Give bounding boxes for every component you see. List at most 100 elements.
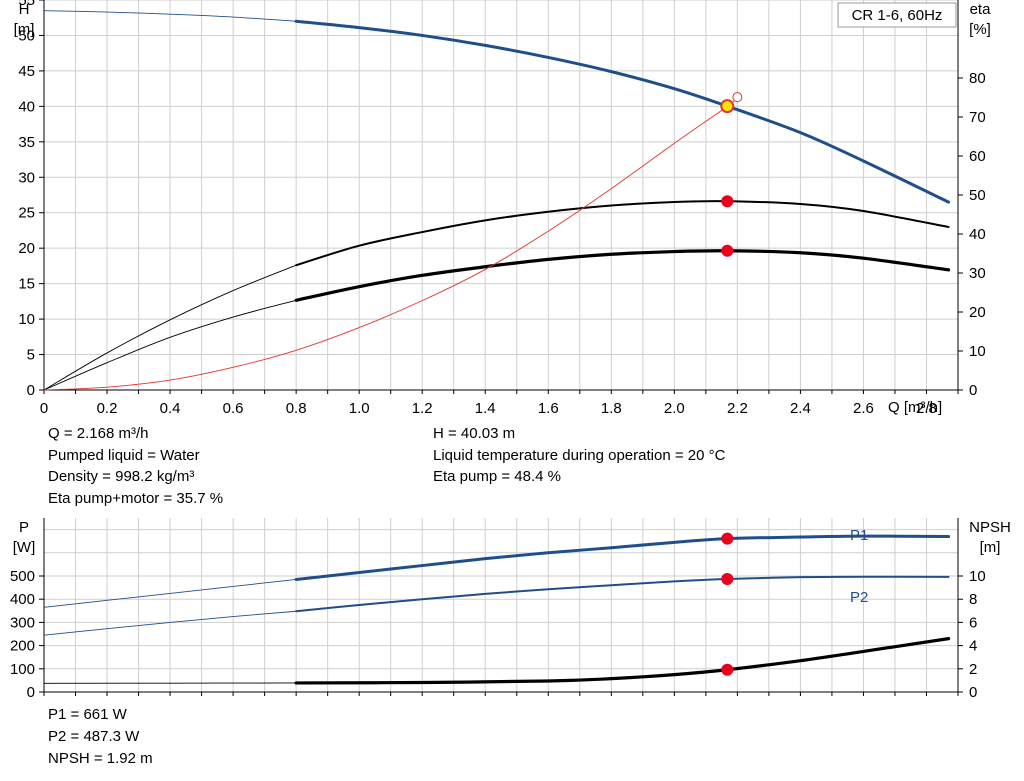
operating-point-marker-2 (721, 244, 734, 257)
x-tick-label: 2.8 (916, 400, 937, 417)
right-tick-label: 8 (969, 591, 977, 608)
x-axis-label: Q [m³/h] (888, 399, 942, 416)
bottom-markers (721, 532, 734, 676)
right-tick-label: 10 (969, 568, 986, 585)
series-line-2-extrapolated (43, 299, 297, 391)
top-chart: 0 5 10 15 20 25 30 35 40 45 50 55 0 10 20 30 40 50 60 70 80 0… (14, 0, 991, 417)
left-tick-label: 0 (27, 382, 35, 399)
left-tick-label: 45 (18, 63, 35, 80)
x-tick-label: 0 (40, 400, 48, 417)
right-tick-label: 2 (969, 661, 977, 678)
x-tick-label: 1.8 (601, 400, 622, 417)
x-tick-label: 0.4 (160, 400, 181, 417)
right-tick-label: 20 (969, 304, 986, 321)
top-plot-area (44, 0, 958, 390)
right-tick-label: 6 (969, 614, 977, 631)
series-line-0 (294, 534, 951, 581)
x-tick-label: 1.6 (538, 400, 559, 417)
bottom-plot-area (44, 518, 958, 692)
series-line-1-extrapolated (43, 264, 297, 391)
left-tick-label: 300 (10, 614, 35, 631)
operating-point-marker-1 (721, 195, 734, 208)
series-line-1 (295, 575, 950, 613)
left-tick-label: 200 (10, 638, 35, 655)
left-tick-label: 50 (18, 27, 35, 44)
info-bottom: P1 = 661 W P2 = 487.3 W NPSH = 1.92 m (48, 704, 153, 770)
top-right-axis-label-2: [%] (969, 21, 991, 38)
series-label-p2: P2 (850, 589, 868, 606)
x-tick-label: 2.2 (727, 400, 748, 417)
left-tick-label: 25 (18, 205, 35, 222)
x-tick-label: 1.2 (412, 400, 433, 417)
right-tick-label: 10 (969, 343, 986, 360)
x-tick-label: 1.4 (475, 400, 496, 417)
bottom-left-axis-label-2: [W] (13, 539, 36, 556)
marker-open-3 (732, 92, 743, 103)
bottom-series (43, 534, 951, 685)
info-col-2: H = 40.03 m Liquid temperature during op… (433, 423, 725, 488)
left-tick-label: 500 (10, 568, 35, 585)
bottom-grid (44, 518, 958, 692)
x-tick-label: 2.4 (790, 400, 811, 417)
series-line-0 (294, 19, 951, 204)
top-left-axis-label-2: [m] (14, 21, 35, 38)
operating-point-marker-0 (720, 99, 735, 114)
x-tick-label: 1.0 (349, 400, 370, 417)
info-eta-pump-motor: Eta pump+motor = 35.7 % (48, 489, 224, 507)
right-tick-label: 80 (969, 70, 986, 87)
top-left-axis-label-1: H (19, 1, 30, 18)
left-tick-label: 35 (18, 134, 35, 151)
series-line-3 (43, 96, 738, 391)
left-tick-label: 40 (18, 98, 35, 115)
top-axes: 0 5 10 15 20 25 30 35 40 45 50 55 0 10 20 30 40 50 60 70 80 0… (18, 0, 986, 417)
top-grid (44, 0, 958, 390)
operating-point-marker-0 (721, 532, 734, 545)
right-tick-label: 50 (969, 187, 986, 204)
series-line-1 (295, 200, 950, 267)
x-tick-label: 2.6 (853, 400, 874, 417)
x-tick-label: 0.8 (286, 400, 307, 417)
info-col-1: Q = 2.168 m³/h Pumped liquid = Water Den… (48, 423, 223, 509)
top-title-box: CR 1-6, 60Hz (837, 2, 957, 28)
series-line-2 (294, 637, 951, 685)
info-density: Density = 998.2 kg/m³ (48, 468, 195, 485)
info-p1: P1 = 661 W (48, 706, 127, 723)
info-liquid-temperature: Liquid temperature during operation = 20… (433, 446, 726, 464)
series-label-p1: P1 (850, 527, 868, 544)
info-pumped-liquid: Pumped liquid = Water (48, 446, 200, 464)
left-tick-label: 100 (10, 661, 35, 678)
title-box (837, 2, 957, 28)
left-tick-label: 0 (27, 684, 35, 701)
x-tick-label: 0.6 (223, 400, 244, 417)
operating-point-marker-1 (721, 572, 734, 585)
x-tick-label: 2.0 (664, 400, 685, 417)
info-head: H = 40.03 m (433, 425, 516, 442)
right-tick-label: 0 (969, 382, 977, 399)
left-tick-label: 400 (10, 591, 35, 608)
info-p2: P2 = 487.3 W (48, 728, 140, 745)
right-tick-label: 4 (969, 638, 977, 655)
operating-point-marker-2 (721, 663, 734, 676)
bottom-axes: 0 100 200 300 400 500 0 2 4 6 8 10 (10, 518, 986, 701)
left-tick-label: 5 (27, 347, 35, 364)
bottom-right-axis-label-1: NPSH (969, 519, 1011, 536)
info-flow: Q = 2.168 m³/h (48, 425, 149, 442)
left-tick-label: 10 (18, 311, 35, 328)
chart-title: CR 1-6, 60Hz (852, 7, 943, 24)
right-tick-label: 60 (969, 148, 986, 165)
x-tick-label: 0.2 (97, 400, 118, 417)
left-tick-label: 20 (18, 240, 35, 257)
bottom-right-axis-label-2: [m] (980, 539, 1001, 556)
bottom-chart: 0 100 200 300 400 500 0 2 4 6 8 10 P [W] NPSH [m] P… (10, 518, 1011, 701)
bottom-left-axis-label-1: P (19, 519, 29, 536)
series-line-2 (294, 249, 951, 302)
top-series (43, 10, 951, 391)
info-eta-pump: Eta pump = 48.4 % (433, 468, 561, 485)
series-line-1-extrapolated (43, 610, 297, 636)
right-tick-label: 0 (969, 684, 977, 701)
left-tick-label: 55 (18, 0, 35, 9)
right-tick-label: 70 (969, 109, 986, 126)
right-tick-label: 30 (969, 265, 986, 282)
right-tick-label: 40 (969, 226, 986, 243)
